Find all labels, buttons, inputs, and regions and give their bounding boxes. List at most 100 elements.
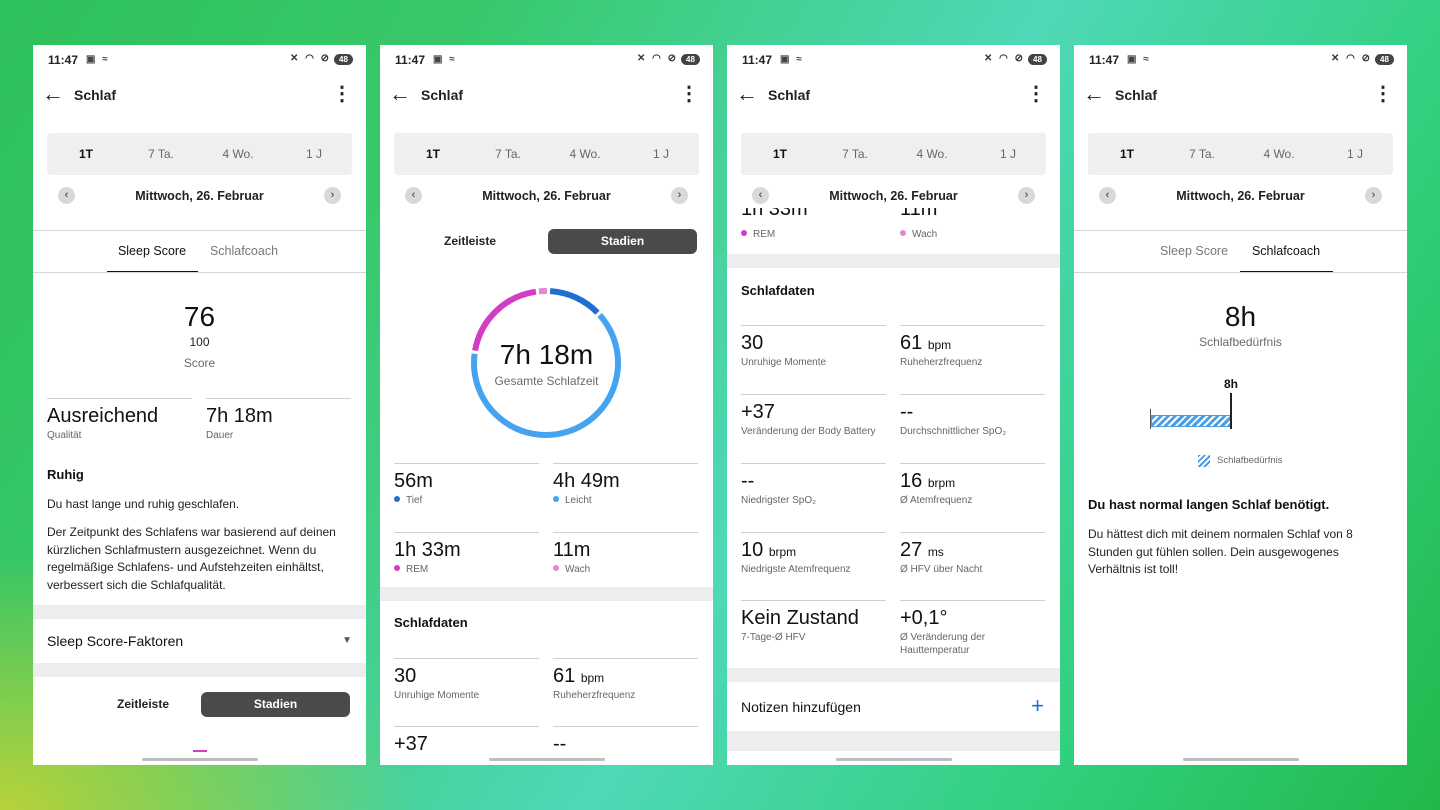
back-arrow-icon[interactable]: ← [736,81,758,106]
toggle-stadien[interactable]: Stadien [201,692,350,717]
rhr-unit: bpm [580,671,605,685]
divider [1074,272,1407,273]
tab-sleep-score[interactable]: Sleep Score [1159,244,1229,258]
status-time: 11:47 [742,53,773,67]
tab-sleep-score[interactable]: Sleep Score [117,244,187,258]
hrv-state-label: 7-Tage-Ø HFV [741,632,806,643]
resp-min-value: 10 [741,539,764,561]
toggle-zeitleiste[interactable]: Zeitleiste [116,697,170,711]
back-arrow-icon[interactable]: ← [389,81,411,106]
more-options-icon[interactable]: ⋮ [1026,83,1046,105]
chevron-right-icon[interactable]: › [1018,187,1035,204]
tab-schlafcoach[interactable]: Schlafcoach [1251,244,1321,258]
sleep-stage-ring [471,288,621,438]
sleepdata-heading: Schlafdaten [741,283,815,298]
stage-deep-value: 56m [394,470,433,492]
period-7ta[interactable]: 7 Ta. [842,147,868,161]
home-indicator[interactable] [835,758,952,761]
sleep-need-bar [1151,415,1231,427]
toggle-stadien[interactable]: Stadien [548,229,697,254]
spo2-avg-label: Durchschnittlicher SpO₂ [900,426,1007,437]
divider [1074,230,1407,231]
metric-restless: 30 Unruhige Momente [394,658,539,702]
phone-screen-sleep-score: 11:47 ▣ ≈ ✕ ◠ ⊘ 48 ← Schlaf ⋮ 1T 7 Ta. 4… [33,45,366,765]
spo2-min-label: Niedrigster SpO₂ [741,495,817,506]
metric-resp-min: 10 brpm Niedrigste Atemfrequenz [741,532,886,576]
quality-label: Qualität [47,430,82,441]
more-options-icon[interactable]: ⋮ [1373,83,1393,105]
dropdown-arrow-icon[interactable]: ▼ [342,635,352,646]
battery-icon: 48 [1028,54,1047,65]
period-4wo[interactable]: 4 Wo. [916,147,948,161]
chevron-right-icon[interactable]: › [324,187,341,204]
chevron-left-icon[interactable]: ‹ [405,187,422,204]
stage-light-value: 4h 49m [553,470,620,492]
chevron-left-icon[interactable]: ‹ [58,187,75,204]
period-selector: 1T 7 Ta. 4 Wo. 1 J [1088,133,1393,175]
resp-min-label: Niedrigste Atemfrequenz [741,564,851,575]
more-options-icon[interactable]: ⋮ [332,83,352,105]
period-1t[interactable]: 1T [78,147,94,161]
tab-schlafcoach[interactable]: Schlafcoach [209,244,279,258]
period-7ta[interactable]: 7 Ta. [148,147,174,161]
period-4wo[interactable]: 4 Wo. [1263,147,1295,161]
period-1t[interactable]: 1T [1119,147,1135,161]
page-title: Schlaf [421,87,464,103]
period-1t[interactable]: 1T [425,147,441,161]
date-navigator: ‹ Mittwoch, 26. Februar › [1099,185,1382,207]
restless-label: Unruhige Momente [741,357,827,368]
period-1j[interactable]: 1 J [1346,147,1364,161]
app-bar: ← Schlaf ⋮ [380,83,713,109]
more-options-icon[interactable]: ⋮ [679,83,699,105]
chart-peek [193,750,207,752]
notification-icons: ▣ ≈ [86,54,110,65]
factors-label[interactable]: Sleep Score-Faktoren [47,633,184,649]
section-gap [727,731,1060,751]
notification-icons: ▣ ≈ [1127,54,1151,65]
chevron-right-icon[interactable]: › [1365,187,1382,204]
phone-screen-sleepdata: 11:47 ▣ ≈ ✕ ◠ ⊘ 48 ← Schlaf ⋮ 1T 7 Ta. 4… [727,45,1060,765]
period-4wo[interactable]: 4 Wo. [222,147,254,161]
home-indicator[interactable] [488,758,605,761]
add-notes-label[interactable]: Notizen hinzufügen [741,699,861,715]
period-1t[interactable]: 1T [772,147,788,161]
period-7ta[interactable]: 7 Ta. [495,147,521,161]
view-toggle: Zeitleiste Stadien [53,692,352,717]
toggle-zeitleiste[interactable]: Zeitleiste [443,234,497,248]
sleep-need-value: 8h [1224,301,1257,332]
period-7ta[interactable]: 7 Ta. [1189,147,1215,161]
resp-avg-value: 16 [900,470,923,492]
page-title: Schlaf [1115,87,1158,103]
chevron-right-icon[interactable]: › [671,187,688,204]
period-1j[interactable]: 1 J [652,147,670,161]
tab-bar: Sleep Score Schlafcoach [33,231,366,273]
period-1j[interactable]: 1 J [999,147,1017,161]
stage-awake-value: 11m [553,539,591,561]
chart-start-tick [1150,409,1151,429]
chevron-left-icon[interactable]: ‹ [752,187,769,204]
view-toggle: Zeitleiste Stadien [400,229,699,254]
stage-rem: 1h 33m REM [394,532,539,576]
app-bar: ← Schlaf ⋮ [727,83,1060,109]
back-arrow-icon[interactable]: ← [42,81,64,106]
battery-icon: 48 [334,54,353,65]
sleepdata-heading: Schlafdaten [394,615,468,630]
ring-total: 7h 18m [499,339,594,370]
period-1j[interactable]: 1 J [305,147,323,161]
period-4wo[interactable]: 4 Wo. [569,147,601,161]
home-indicator[interactable] [141,758,258,761]
status-bar: 11:47 ▣ ≈ ✕ ◠ ⊘ 48 [742,53,1047,67]
battery-icon: 48 [1375,54,1394,65]
body-battery-value: +37 [394,733,428,755]
hatch-legend-icon [1198,455,1210,467]
back-arrow-icon[interactable]: ← [1083,81,1105,106]
chevron-left-icon[interactable]: ‹ [1099,187,1116,204]
status-bar: 11:47 ▣ ≈ ✕ ◠ ⊘ 48 [48,53,353,67]
light-dot-icon [553,496,559,502]
home-indicator[interactable] [1182,758,1299,761]
divider [33,230,366,231]
system-icons: ✕ ◠ ⊘ [1330,53,1372,64]
spo2-avg-value: -- [900,401,914,423]
add-notes-plus-icon[interactable]: + [1031,693,1044,718]
date-navigator: ‹ Mittwoch, 26. Februar › [58,185,341,207]
